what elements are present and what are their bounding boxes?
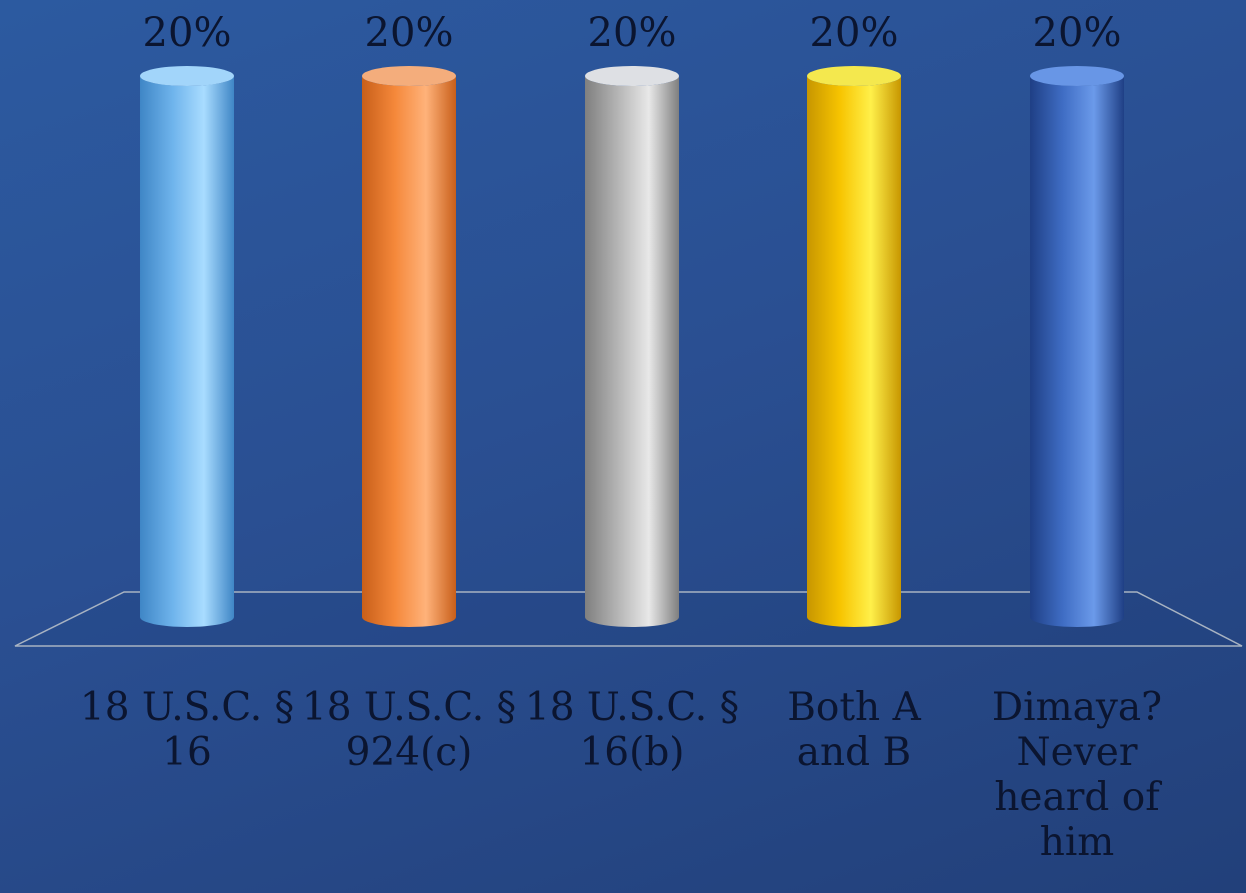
bar-5-body <box>1030 76 1124 627</box>
bar-1-body <box>140 76 234 627</box>
bar-2-body <box>362 76 456 627</box>
data-label-2: 20% <box>365 10 454 56</box>
category-label-5-line-1: Dimaya? <box>992 685 1162 730</box>
category-label-4-line-2: and B <box>797 730 911 775</box>
bar-5 <box>1030 66 1124 627</box>
bar-1-cap <box>140 66 234 86</box>
bar-3-cap <box>585 66 679 86</box>
category-label-1-line-2: 16 <box>162 730 212 775</box>
bars-group <box>140 66 1124 627</box>
bar-2-cap <box>362 66 456 86</box>
category-label-2-line-1: 18 U.S.C. § <box>302 685 516 730</box>
bar-4-cap <box>807 66 901 86</box>
category-label-4-line-1: Both A <box>787 685 921 730</box>
data-label-4: 20% <box>810 10 899 56</box>
bar-2 <box>362 66 456 627</box>
category-label-5-line-3: heard of <box>994 775 1162 820</box>
data-label-1: 20% <box>143 10 232 56</box>
category-label-3-line-1: 18 U.S.C. § <box>525 685 739 730</box>
data-labels-group: 20% 20% 20% 20% 20% <box>143 10 1122 56</box>
bar-1 <box>140 66 234 627</box>
bar-5-cap <box>1030 66 1124 86</box>
category-label-3: 18 U.S.C. § 16(b) <box>525 685 739 775</box>
bar-4-body <box>807 76 901 627</box>
bar-4 <box>807 66 901 627</box>
category-label-1-line-1: 18 U.S.C. § <box>80 685 294 730</box>
category-label-5: Dimaya? Never heard of him <box>992 685 1162 865</box>
bar-3-body <box>585 76 679 627</box>
data-label-5: 20% <box>1033 10 1122 56</box>
category-label-5-line-2: Never <box>1017 730 1138 775</box>
data-label-3: 20% <box>588 10 677 56</box>
bar-3 <box>585 66 679 627</box>
category-label-2-line-2: 924(c) <box>346 730 473 775</box>
category-label-1: 18 U.S.C. § 16 <box>80 685 294 775</box>
category-label-5-line-4: him <box>1040 820 1115 865</box>
category-label-3-line-2: 16(b) <box>579 730 684 775</box>
category-label-2: 18 U.S.C. § 924(c) <box>302 685 516 775</box>
